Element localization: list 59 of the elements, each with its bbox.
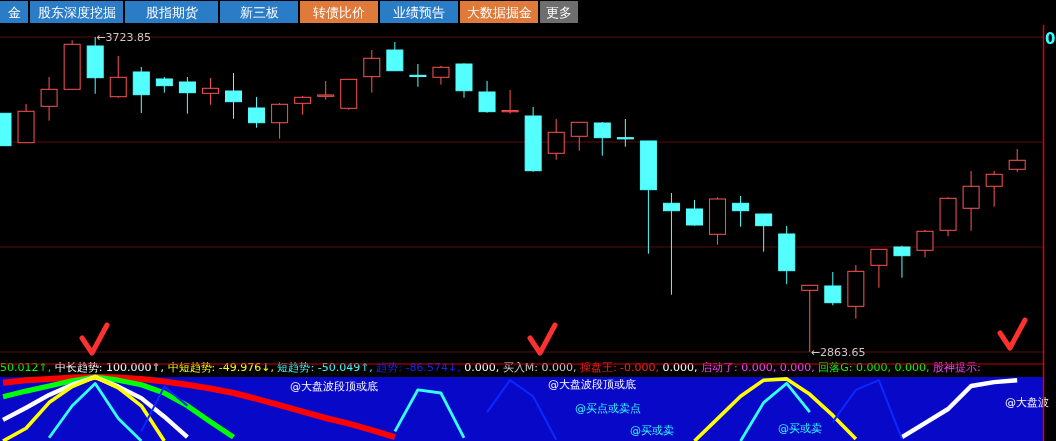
text: 操盘王: -0.000, xyxy=(579,361,663,374)
text: 股神提示: xyxy=(932,361,981,374)
series-label: 50.012↑, xyxy=(0,361,55,374)
category-label: 0 xyxy=(1045,30,1056,48)
text: 启动了: 0.000, 0.000, xyxy=(701,361,819,374)
candlestick xyxy=(985,170,1003,208)
candlestick xyxy=(686,199,703,227)
candlestick xyxy=(271,102,289,140)
text: 买入M: 0.000, xyxy=(502,361,580,374)
annotation: @买点或卖点 xyxy=(575,402,641,415)
candlestick xyxy=(109,55,127,99)
category-label: 更多 xyxy=(546,5,572,20)
text: 趋势: -86.574↓, xyxy=(376,361,465,374)
candlestick xyxy=(363,49,381,94)
candlestick xyxy=(132,66,150,114)
candlestick xyxy=(201,77,219,106)
category-label: 金 xyxy=(7,5,21,20)
candlestick xyxy=(432,65,450,86)
category-label: 转债比价 xyxy=(313,5,365,20)
candlestick xyxy=(962,170,980,232)
candlestick xyxy=(386,41,404,72)
annotation: @买或卖 xyxy=(778,422,822,435)
candlestick xyxy=(1008,148,1026,173)
category-label: 股东深度挖掘 xyxy=(37,5,116,20)
text: 短趋势: -50.049↑, xyxy=(277,361,377,374)
annotation: ←2863.65 xyxy=(810,346,866,359)
annotation: @大盘波段顶或底 xyxy=(290,380,378,393)
category-label: 股指期货 xyxy=(145,5,198,20)
category-label: 业绩预告 xyxy=(393,5,445,20)
candlestick xyxy=(40,76,58,122)
candlestick xyxy=(294,95,312,116)
candlestick xyxy=(870,248,888,289)
candlestick xyxy=(662,192,680,296)
candlestick xyxy=(501,89,519,115)
candlestick xyxy=(478,80,496,114)
candlestick xyxy=(755,213,773,253)
text: 0.000, xyxy=(464,361,503,374)
category-label: 新三板 xyxy=(239,5,279,20)
candlestick xyxy=(893,245,911,279)
candlestick xyxy=(732,195,750,228)
candlestick xyxy=(916,229,934,258)
text: 回落G: 0.000, 0.000, xyxy=(818,361,933,374)
candlestick xyxy=(409,63,427,88)
annotation: @买或卖 xyxy=(630,424,674,437)
candlestick xyxy=(570,121,588,152)
annotation: @大盘波段顶或底 xyxy=(548,378,636,391)
candlestick xyxy=(248,96,266,129)
annotation: ←3723.85 xyxy=(96,31,151,44)
series-label: 中长趋势: 100.000↑, xyxy=(54,361,168,374)
candlestick xyxy=(593,121,611,157)
candlestick xyxy=(824,271,842,306)
candlestick xyxy=(317,80,335,101)
candlestick xyxy=(178,76,196,115)
category-label: 大数据掘金 xyxy=(466,5,532,20)
text: 0.000, xyxy=(662,361,702,374)
candlestick xyxy=(616,118,634,148)
candlestick xyxy=(547,118,565,161)
candlestick xyxy=(225,72,242,120)
text: 中短趋势: -49.976↓, xyxy=(167,361,278,374)
